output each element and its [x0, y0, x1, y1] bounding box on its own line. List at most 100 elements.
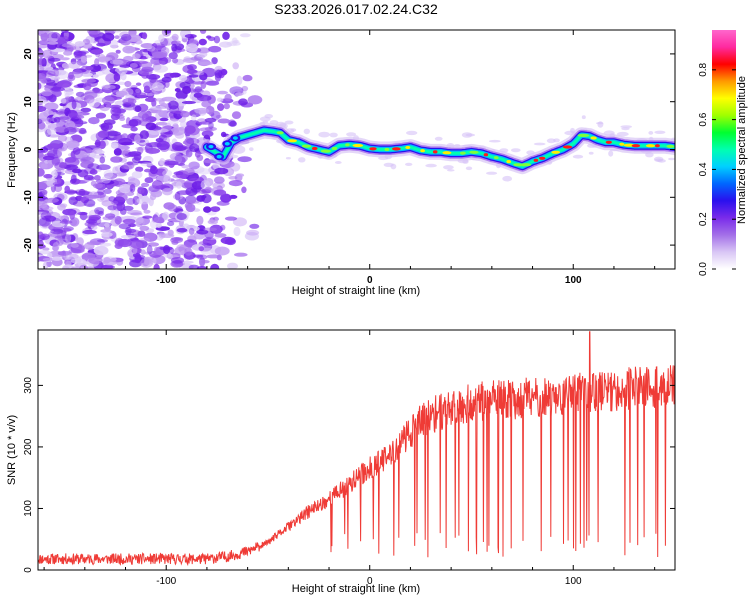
- noise-blob: [181, 164, 190, 169]
- noise-blob: [136, 92, 147, 99]
- noise-blob: [247, 95, 263, 105]
- halo-blob: [608, 150, 614, 157]
- noise-blob: [78, 129, 87, 135]
- spectrogram-ylabel: Frequency (Hz): [6, 112, 18, 188]
- noise-blob: [85, 66, 94, 71]
- noise-blob: [46, 82, 58, 86]
- ridge-hotspot: [301, 144, 312, 148]
- noise-blob: [97, 239, 108, 243]
- noise-blob: [210, 206, 221, 213]
- ridge-hotspot: [345, 143, 350, 147]
- noise-blob: [199, 127, 213, 132]
- noise-blob: [38, 95, 47, 104]
- noise-blob: [101, 96, 115, 105]
- noise-blob: [60, 97, 67, 104]
- noise-blob: [115, 49, 121, 54]
- noise-blob: [186, 137, 200, 145]
- noise-blob: [99, 242, 112, 247]
- noise-blob: [65, 90, 74, 96]
- noise-blob: [185, 149, 193, 158]
- noise-blob: [151, 43, 165, 49]
- noise-blob: [57, 116, 70, 121]
- colorbar-ticks: 0.0 0.2 0.4 0.6 0.8: [698, 62, 736, 276]
- colorbar-tick-label: 0.0: [698, 262, 709, 276]
- noise-blob: [241, 186, 247, 194]
- noise-blob: [199, 51, 208, 58]
- snr-y-tick-label: 200: [23, 438, 34, 455]
- noise-blob: [207, 219, 218, 225]
- noise-blob: [112, 108, 127, 114]
- noise-blob: [120, 164, 133, 170]
- colorbar: 0.0 0.2 0.4 0.6 0.8 Normalized spectral ampl…: [698, 30, 748, 276]
- noise-blob: [88, 256, 103, 265]
- noise-blob: [136, 197, 152, 205]
- noise-blob: [61, 43, 77, 48]
- noise-blob: [217, 118, 230, 124]
- noise-blob: [150, 165, 157, 172]
- noise-blob: [189, 177, 204, 182]
- noise-blob: [135, 82, 142, 86]
- noise-blob: [110, 156, 123, 163]
- noise-blob: [120, 72, 127, 81]
- noise-blob: [171, 141, 184, 151]
- noise-blob: [153, 216, 165, 224]
- halo-blob: [572, 154, 584, 159]
- noise-blob: [179, 81, 191, 89]
- noise-blob: [115, 237, 124, 247]
- noise-blob: [120, 33, 132, 42]
- halo-blob: [616, 131, 629, 137]
- noise-blob: [172, 58, 179, 64]
- noise-blob: [236, 75, 243, 86]
- noise-blob: [153, 263, 160, 269]
- noise-blob: [62, 266, 70, 269]
- noise-blob: [65, 96, 72, 100]
- noise-blob: [222, 31, 230, 40]
- ridge-start-core: [216, 154, 222, 159]
- halo-blob: [502, 175, 513, 182]
- noise-blob: [226, 262, 239, 269]
- noise-blob: [104, 122, 113, 130]
- noise-blob: [125, 228, 137, 233]
- snr-ylabel: SNR (10 * v/v): [6, 415, 18, 485]
- noise-blob: [80, 156, 95, 164]
- noise-blob: [114, 172, 127, 177]
- noise-blob: [204, 230, 214, 240]
- noise-blob: [178, 126, 185, 131]
- halo-blob: [405, 162, 413, 166]
- noise-blob: [84, 90, 98, 99]
- noise-blob: [203, 227, 217, 232]
- ridge-hotspot: [311, 146, 318, 151]
- noise-blob: [52, 256, 62, 261]
- noise-blob: [38, 82, 42, 90]
- noise-blob: [107, 205, 117, 211]
- noise-blob: [70, 174, 77, 184]
- noise-blob: [187, 64, 197, 71]
- noise-blob: [224, 216, 238, 221]
- noise-blob: [59, 57, 70, 61]
- halo-blob: [488, 139, 501, 143]
- ridge-hotspot: [460, 151, 466, 155]
- halo-blob: [657, 159, 666, 163]
- noise-blob: [226, 41, 241, 47]
- ridge-hotspot: [654, 144, 660, 148]
- noise-blob: [38, 250, 51, 255]
- noise-blob: [220, 193, 232, 203]
- noise-blob: [220, 131, 227, 138]
- noise-blob: [48, 117, 57, 124]
- ridge-hotspot: [631, 144, 641, 148]
- noise-blob: [64, 120, 76, 130]
- snr-x-tick-label: -100: [156, 576, 176, 587]
- noise-blob: [176, 190, 192, 196]
- noise-blob: [142, 32, 148, 40]
- noise-blob: [203, 206, 212, 213]
- noise-blob: [216, 200, 230, 206]
- noise-blob: [56, 177, 62, 185]
- noise-blob: [38, 189, 48, 196]
- noise-blob: [149, 193, 157, 201]
- noise-blob: [200, 80, 207, 89]
- noise-blob: [75, 91, 85, 98]
- noise-blob: [57, 148, 63, 158]
- halo-blob: [620, 125, 632, 129]
- noise-blob: [114, 35, 120, 39]
